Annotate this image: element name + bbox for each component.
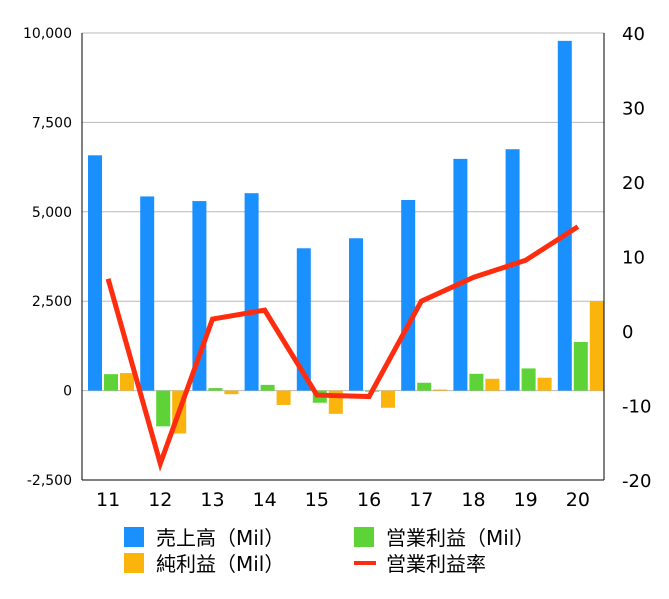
x-tick-label: 11 — [96, 489, 120, 511]
legend-swatch-3 — [354, 561, 376, 565]
bar-営業利益（Mil）-18 — [469, 373, 484, 391]
bar-営業利益（Mil）-17 — [417, 382, 432, 391]
y-right-tick-label: 30 — [622, 99, 645, 120]
bar-売上高（Mil）-18 — [453, 158, 468, 391]
x-tick-label: 14 — [253, 489, 277, 511]
y-left-tick-label: 0 — [63, 384, 72, 400]
y-right-tick-label: 40 — [622, 24, 645, 45]
bar-純利益（Mil）-14 — [276, 390, 291, 405]
bar-営業利益（Mil）-13 — [208, 388, 223, 391]
y-right-tick-label: 10 — [622, 248, 645, 269]
y-right-tick-label: -20 — [622, 471, 651, 492]
bar-営業利益（Mil）-11 — [104, 374, 118, 391]
y-right-tick-label: 0 — [622, 322, 633, 343]
legend-swatch-2 — [124, 553, 144, 573]
bar-売上高（Mil）-17 — [401, 199, 416, 391]
bar-純利益（Mil）-11 — [120, 373, 134, 391]
x-tick-label: 19 — [514, 489, 538, 511]
bar-営業利益（Mil）-12 — [156, 390, 171, 427]
legend-swatch-1 — [354, 527, 374, 547]
y-left-tick-label: 7,500 — [32, 115, 72, 131]
bar-純利益（Mil）-18 — [485, 378, 500, 391]
bar-売上高（Mil）-12 — [140, 196, 155, 391]
bar-純利益（Mil）-19 — [537, 377, 552, 391]
x-tick-label: 17 — [409, 489, 433, 511]
bar-売上高（Mil）-20 — [557, 40, 572, 391]
x-tick-label: 20 — [566, 489, 590, 511]
bar-純利益（Mil）-20 — [589, 301, 604, 391]
x-tick-label: 18 — [461, 489, 485, 511]
bar-売上高（Mil）-15 — [296, 248, 311, 391]
y-left-tick-label: -2,500 — [27, 473, 72, 489]
bar-営業利益（Mil）-19 — [521, 368, 536, 391]
bar-売上高（Mil）-19 — [505, 149, 520, 391]
bar-売上高（Mil）-16 — [349, 238, 363, 391]
legend-swatch-0 — [124, 527, 144, 547]
bar-純利益（Mil）-17 — [433, 389, 448, 391]
legend-label-0: 売上高（Mil） — [156, 526, 284, 550]
bar-売上高（Mil）-11 — [88, 155, 102, 391]
x-tick-label: 13 — [200, 489, 224, 511]
bar-純利益（Mil）-16 — [381, 390, 395, 408]
legend-label-3: 営業利益率 — [386, 552, 486, 576]
x-tick-label: 15 — [305, 489, 329, 511]
y-left-tick-label: 10,000 — [23, 26, 72, 42]
bar-営業利益（Mil）-20 — [573, 341, 588, 391]
x-tick-label: 12 — [148, 489, 172, 511]
x-tick-label: 16 — [357, 489, 381, 511]
y-right-tick-label: 20 — [622, 173, 645, 194]
y-left-tick-label: 2,500 — [32, 294, 72, 310]
line-series-operating-margin — [105, 224, 580, 472]
y-left-tick-label: 5,000 — [32, 205, 72, 221]
legend-label-1: 営業利益（Mil） — [386, 526, 534, 550]
legend-label-2: 純利益（Mil） — [156, 552, 284, 576]
bar-売上高（Mil）-14 — [244, 193, 259, 391]
bar-営業利益（Mil）-14 — [260, 384, 275, 391]
y-right-tick-label: -10 — [622, 397, 651, 418]
bar-純利益（Mil）-13 — [224, 390, 239, 395]
